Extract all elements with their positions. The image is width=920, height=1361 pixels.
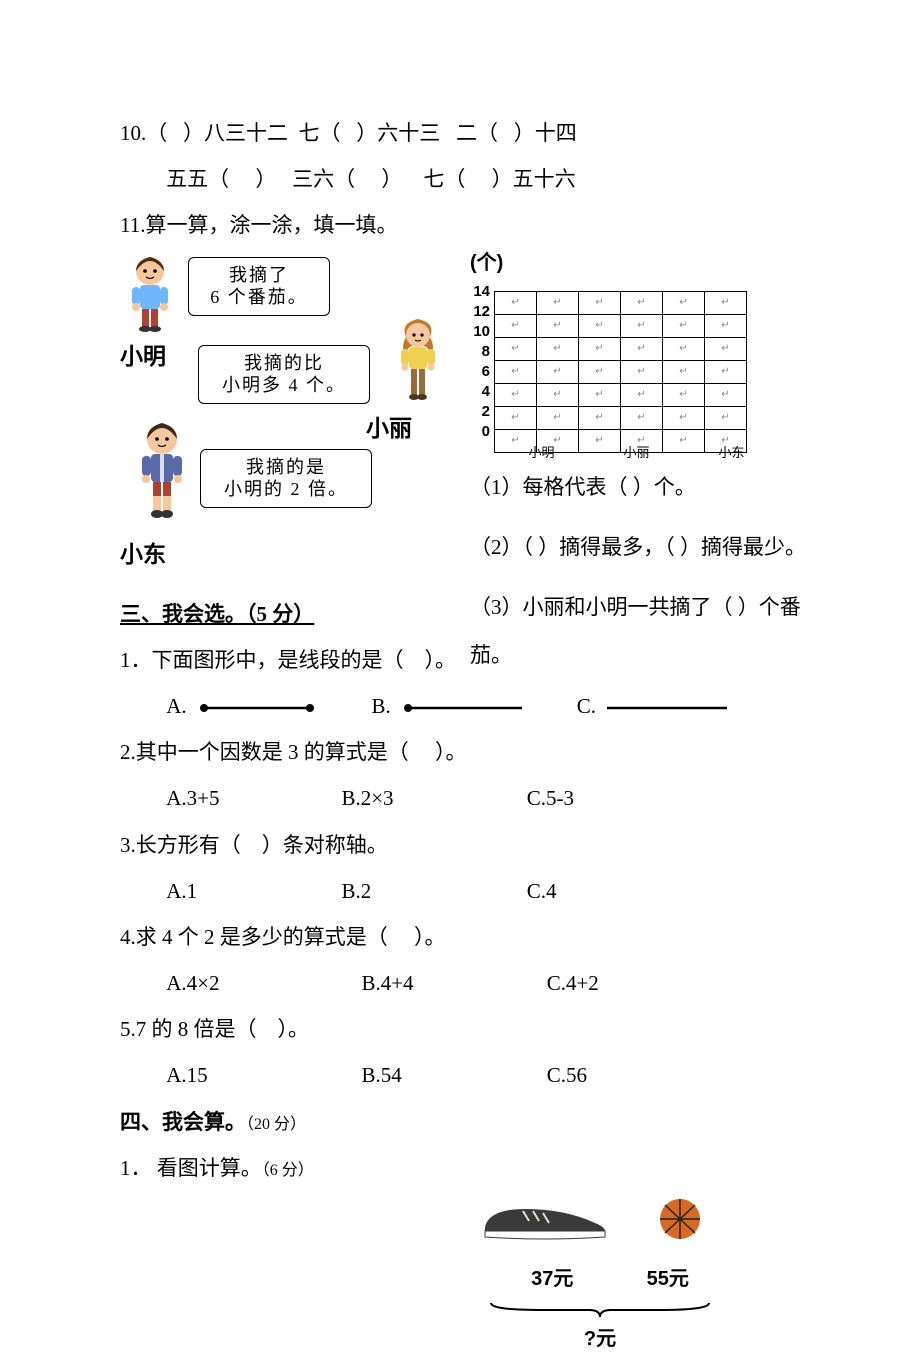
line-icon [601, 701, 731, 715]
s3-q3-options: A.1 B.2 C.4 [166, 868, 810, 914]
char-li [388, 315, 448, 405]
basketball-icon [660, 1199, 700, 1239]
s3-q2-A: A.3+5 [166, 775, 336, 821]
xlabel: 小丽 [589, 439, 684, 468]
s3-q5-C: C.56 [547, 1052, 587, 1098]
opt-b-label: B. [371, 694, 390, 718]
ytick: 10 [462, 325, 490, 339]
s3-q1-optC: C. [577, 683, 732, 729]
chart-y-axis: 14 12 10 8 6 4 2 0 [462, 285, 490, 439]
s3-q2-B: B.2×3 [341, 775, 521, 821]
name-li: 小丽 [366, 403, 412, 454]
bubble-li: 我摘的比 小明多 4 个。 [198, 345, 370, 404]
s4-q1-row: 1． 看图计算。（6 分） [120, 1145, 810, 1191]
s3-q4-A: A.4×2 [166, 960, 356, 1006]
section4-points: （20 分） [246, 1116, 306, 1133]
chart-grid: ↵↵↵↵↵↵↵↵↵↵↵↵↵↵↵↵↵↵↵↵↵↵↵↵↵↵↵↵↵↵↵↵↵↵↵↵↵↵↵↵… [494, 291, 747, 453]
shoe-ball-icons [475, 1197, 725, 1241]
opt-c-label: C. [577, 694, 596, 718]
shoe-price: 37元 [487, 1257, 617, 1301]
q11-sub3: （3）小丽和小明一共摘了（ ）个番茄。 [470, 583, 830, 680]
s3-q5-stem: 5.7 的 8 倍是（ ）。 [120, 1006, 810, 1052]
bubble-dong: 我摘的是 小明的 2 倍。 [200, 449, 372, 508]
xlabel: 小明 [494, 439, 589, 468]
ytick: 0 [462, 425, 490, 439]
s3-q3-stem: 3.长方形有（ ）条对称轴。 [120, 822, 810, 868]
ball-price: 55元 [623, 1257, 713, 1301]
s3-q1-optA: A. [166, 683, 366, 729]
s4-q1-figure: 37元 55元 ?元 [120, 1197, 810, 1307]
bubble-dong-text: 我摘的是 小明的 2 倍。 [224, 457, 348, 500]
s3-q3-B: B.2 [341, 868, 521, 914]
s3-q4-B: B.4+4 [361, 960, 541, 1006]
section4-heading-row: 四、我会算。（20 分） [120, 1099, 810, 1145]
q10-line2: 五五（ ） 三六（ ） 七（ ）五十六 [166, 156, 810, 202]
shoe-ball-group: 37元 55元 ?元 [470, 1197, 730, 1361]
shoe-icon [485, 1209, 605, 1239]
q11-block: 我摘了 6 个番茄。 小明 我摘的比 小明多 4 个。 [120, 253, 810, 583]
s3-q2-C: C.5-3 [527, 775, 574, 821]
q11-right-chart-area: (个) 14 12 10 8 6 4 2 0 ↵↵↵↵↵↵↵↵↵↵↵↵↵↵↵↵↵… [470, 241, 830, 680]
q11-sub1: （1）每格代表（ ）个。 [470, 463, 830, 511]
ytick: 8 [462, 345, 490, 359]
s3-q5-A: A.15 [166, 1052, 356, 1098]
name-ming: 小明 [120, 331, 166, 382]
s3-q1-optB: B. [371, 683, 571, 729]
bubble-ming-text: 我摘了 6 个番茄。 [210, 265, 308, 308]
ytick: 6 [462, 365, 490, 379]
xlabel: 小东 [684, 439, 779, 468]
opt-a-label: A. [166, 694, 186, 718]
s3-q2-stem: 2.其中一个因数是 3 的算式是（ ）。 [120, 729, 810, 775]
bubble-li-text: 我摘的比 小明多 4 个。 [222, 353, 346, 396]
section4-heading: 四、我会算。 [120, 1110, 246, 1134]
char-ming [120, 253, 180, 333]
price-row: 37元 55元 [470, 1257, 730, 1301]
q11-sub2: （2）（ ）摘得最多，（ ）摘得最少。 [470, 523, 830, 571]
s3-q1-options: A. B. C. [166, 683, 810, 729]
s3-q3-A: A.1 [166, 868, 336, 914]
ray-icon [396, 701, 526, 715]
bubble-ming: 我摘了 6 个番茄。 [188, 257, 330, 316]
s3-q3-C: C.4 [527, 868, 557, 914]
chart-unit-label: (个) [470, 241, 830, 285]
s3-q5-options: A.15 B.54 C.56 [166, 1052, 810, 1098]
section3-heading: 三、我会选。（5 分） [120, 602, 314, 626]
s3-q2-options: A.3+5 B.2×3 C.5-3 [166, 775, 810, 821]
s4-q1-points: （6 分） [262, 1162, 314, 1179]
name-dong: 小东 [120, 529, 166, 580]
ytick: 14 [462, 285, 490, 299]
ytick: 12 [462, 305, 490, 319]
ytick: 4 [462, 385, 490, 399]
s3-q4-stem: 4.求 4 个 2 是多少的算式是（ ）。 [120, 914, 810, 960]
exam-page: 10.（ ）八三十二 七（ ）六十三 二（ ）十四 五五（ ） 三六（ ） 七（… [0, 0, 920, 1327]
q10-line1: 10.（ ）八三十二 七（ ）六十三 二（ ）十四 [120, 110, 810, 156]
char-dong [130, 421, 194, 521]
s3-q4-options: A.4×2 B.4+4 C.4+2 [166, 960, 810, 1006]
s3-q4-C: C.4+2 [547, 960, 599, 1006]
chart-x-axis: 小明 小丽 小东 [494, 439, 779, 468]
total-question: ?元 [470, 1317, 730, 1361]
s3-q5-B: B.54 [361, 1052, 541, 1098]
segment-icon [192, 701, 322, 715]
s4-q1-stem: 1． 看图计算。 [120, 1156, 262, 1180]
ytick: 2 [462, 405, 490, 419]
